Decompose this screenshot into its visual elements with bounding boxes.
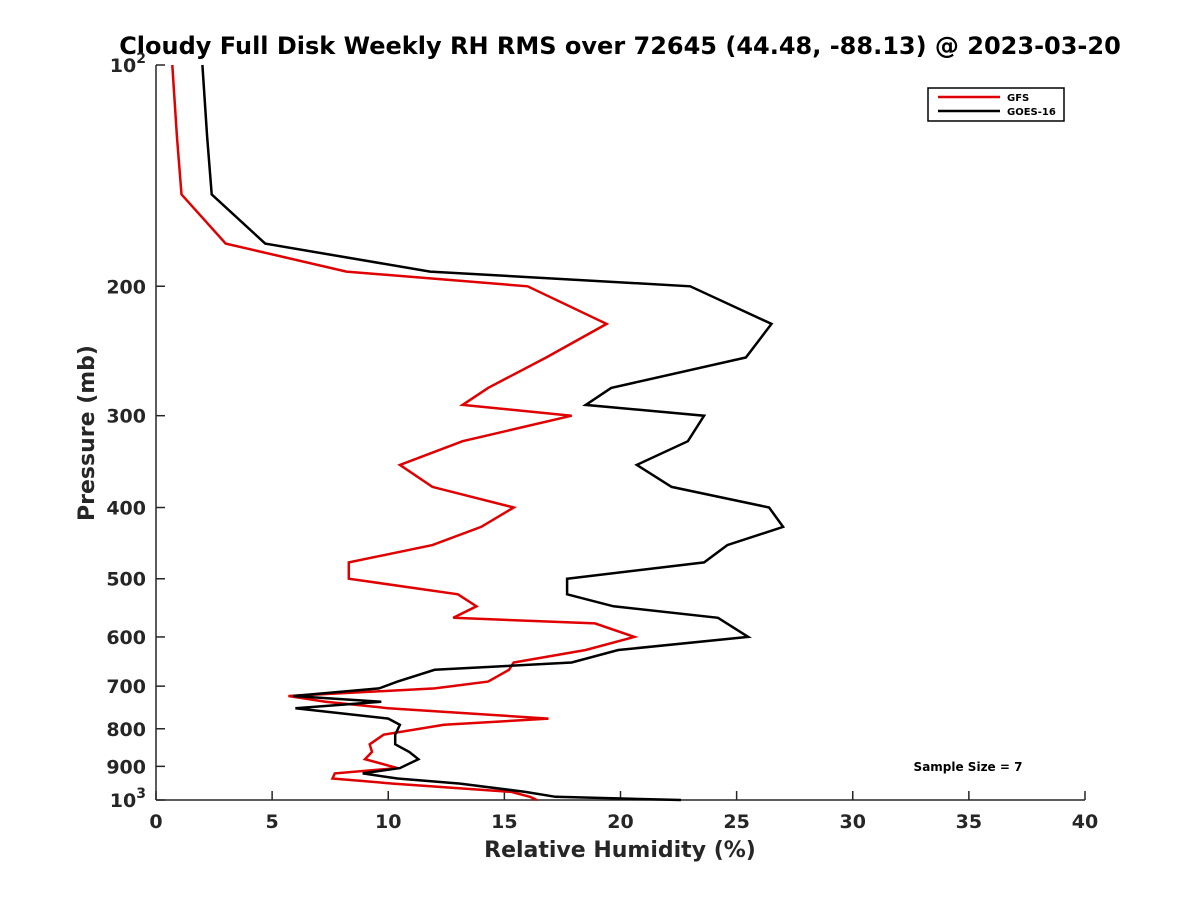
- y-tick-label-text: 800: [106, 719, 146, 741]
- y-tick-label-exponent: 2: [136, 51, 146, 67]
- y-tick-label-text: 300: [106, 406, 146, 428]
- legend: GFS GOES-16: [927, 87, 1065, 122]
- x-tick-label: 30: [840, 811, 866, 833]
- x-tick-label: 25: [723, 811, 749, 833]
- sample-size-annotation: Sample Size = 7: [914, 760, 1023, 774]
- x-tick-label: 10: [375, 811, 401, 833]
- chart-title: Cloudy Full Disk Weekly RH RMS over 7264…: [119, 32, 1121, 60]
- x-axis-label: Relative Humidity (%): [484, 838, 756, 863]
- series-line-gfs: [171, 64, 639, 802]
- y-tick-label-text: 900: [106, 756, 146, 778]
- y-tick-label-text: 10: [110, 55, 136, 77]
- y-tick-label-text: 700: [106, 676, 146, 698]
- y-tick-label: 102: [110, 51, 146, 77]
- y-tick-label: 700: [106, 676, 146, 698]
- x-ticks: 0 5 10 15 20 25 30 35 40: [149, 791, 1098, 833]
- legend-label-goes16: GOES-16: [1007, 107, 1056, 118]
- y-tick-label: 500: [106, 569, 146, 591]
- y-tick-label: 800: [106, 719, 146, 741]
- y-axis-label: Pressure (mb): [75, 345, 100, 521]
- x-tick-label: 35: [956, 811, 982, 833]
- y-tick-label-text: 400: [106, 498, 146, 520]
- y-tick-label-text: 10: [110, 790, 136, 812]
- legend-label-gfs: GFS: [1007, 93, 1029, 104]
- y-tick-label: 300: [106, 406, 146, 428]
- y-tick-label: 103: [110, 786, 146, 812]
- series-line-goes16: [201, 64, 786, 802]
- plot-area: 0 5 10 15 20 25 30 35 40 10220030040050060070080…: [106, 51, 1098, 833]
- y-tick-label-exponent: 3: [136, 786, 146, 802]
- y-tick-label-text: 200: [106, 276, 146, 298]
- x-tick-label: 0: [149, 811, 162, 833]
- y-tick-label-text: 500: [106, 569, 146, 591]
- y-tick-label-text: 600: [106, 627, 146, 649]
- y-tick-label: 600: [106, 627, 146, 649]
- y-tick-label: 400: [106, 498, 146, 520]
- x-tick-label: 40: [1072, 811, 1098, 833]
- x-tick-label: 5: [266, 811, 279, 833]
- x-tick-label: 15: [491, 811, 517, 833]
- x-tick-label: 20: [607, 811, 633, 833]
- series-layer: [171, 64, 786, 802]
- y-tick-label: 200: [106, 276, 146, 298]
- y-tick-label: 900: [106, 756, 146, 778]
- legend-box: [927, 87, 1065, 122]
